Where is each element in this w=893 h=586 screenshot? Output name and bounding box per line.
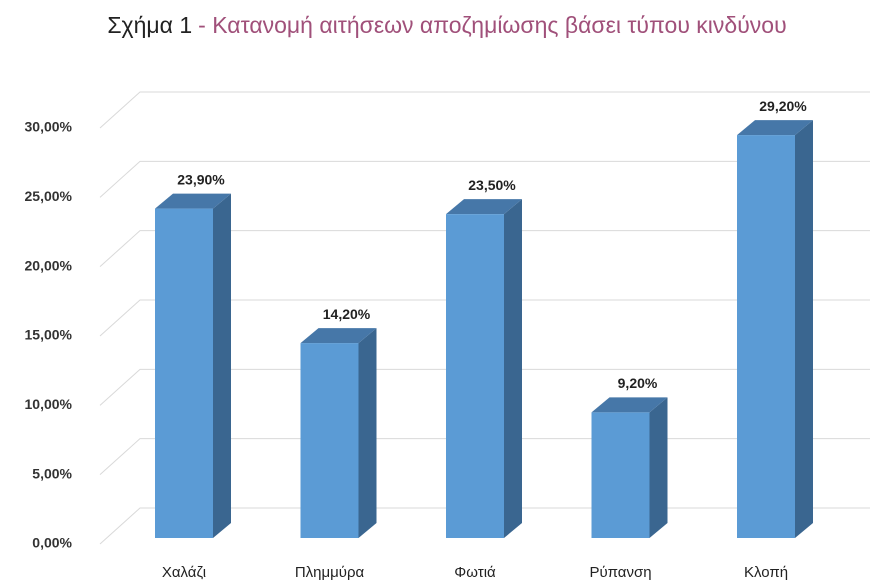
y-tick-label: 5,00% — [32, 465, 72, 481]
bar-top — [155, 193, 231, 209]
bar-side — [504, 199, 522, 538]
x-tick-label: Κλοπή — [744, 564, 788, 581]
title-text: - Κατανομή αιτήσεων αποζημίωσης βάσει τύ… — [198, 12, 787, 38]
y-tick-label: 0,00% — [32, 535, 72, 551]
bar-side — [213, 193, 231, 538]
grid-line — [99, 160, 870, 198]
bar-side — [795, 120, 813, 539]
chart-title: Σχήμα 1- Κατανομή αιτήσεων αποζημίωσης β… — [107, 12, 786, 38]
bar-top — [300, 328, 377, 344]
y-tick-label: 10,00% — [25, 396, 73, 412]
grid-line — [99, 230, 870, 268]
value-label: 9,20% — [618, 375, 658, 391]
bar-front — [446, 214, 504, 538]
bar-front — [737, 135, 795, 539]
value-label: 23,50% — [468, 177, 516, 193]
bar-side — [358, 328, 377, 538]
figure-label: Σχήμα 1 — [107, 12, 192, 38]
y-tick-label: 25,00% — [25, 188, 73, 204]
x-tick-label: Ρύπανση — [589, 564, 651, 581]
bar-front — [300, 343, 359, 538]
bar-side — [649, 397, 668, 538]
y-tick-label: 15,00% — [25, 327, 73, 343]
bar — [446, 199, 522, 538]
x-tick-label: Φωτιά — [454, 564, 496, 581]
bar — [300, 328, 377, 538]
value-label: 23,90% — [177, 171, 225, 187]
grid-line — [99, 91, 870, 129]
x-tick-label: Πλημμύρα — [295, 564, 365, 581]
x-tick-label: Χαλάζι — [162, 564, 206, 581]
bar-top — [591, 397, 668, 413]
bar — [155, 193, 231, 538]
bar-top — [737, 120, 813, 136]
value-label: 14,20% — [323, 306, 371, 322]
y-tick-label: 20,00% — [25, 257, 73, 273]
grid-line — [99, 299, 870, 337]
bar — [737, 120, 813, 539]
grid-line — [99, 368, 870, 406]
bar-top — [446, 199, 522, 215]
bar-front — [591, 412, 650, 538]
bar-front — [155, 208, 213, 538]
y-tick-label: 30,00% — [25, 119, 73, 135]
bar — [591, 397, 668, 538]
value-label: 29,20% — [759, 98, 807, 114]
